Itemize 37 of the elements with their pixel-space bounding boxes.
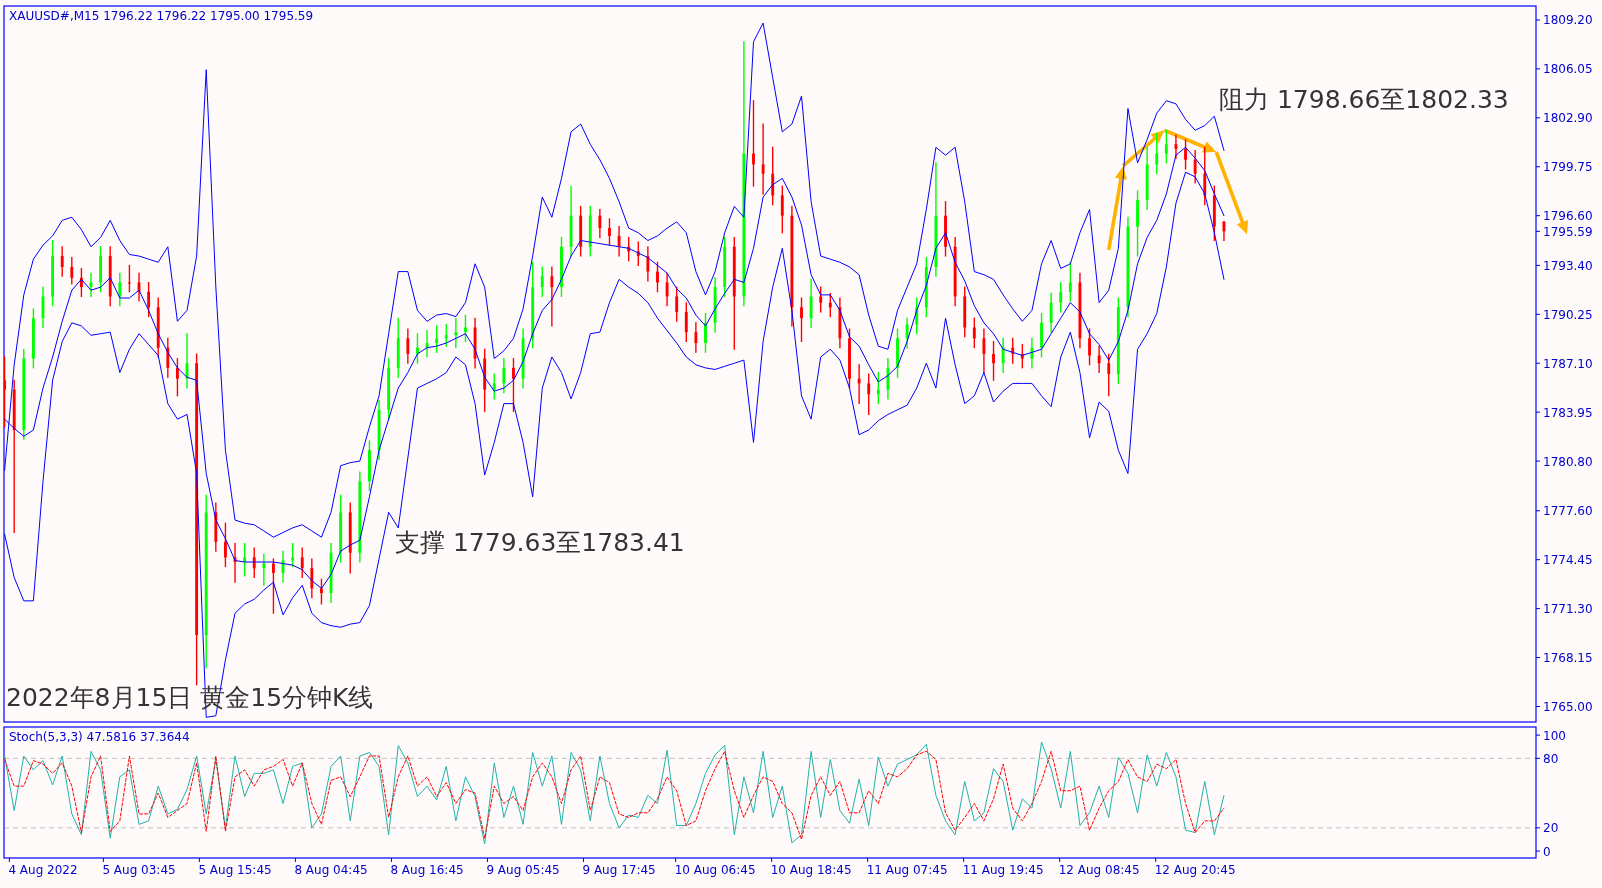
chart-title: Stoch(5,3,3) 47.5816 37.3644 (9, 730, 190, 744)
y-tick-label: 1765.00 (1543, 699, 1593, 714)
x-tick-label: 8 Aug 04:45 (294, 863, 368, 877)
annotation: 支撑 1779.63至1783.41 (395, 528, 685, 557)
x-tick-label: 9 Aug 17:45 (582, 863, 656, 877)
x-tick-label: 11 Aug 07:45 (866, 863, 948, 877)
y-tick-label: 1768.15 (1543, 651, 1593, 666)
x-tick-label: 9 Aug 05:45 (486, 863, 560, 877)
y-tick-label: 1777.60 (1543, 504, 1593, 519)
x-tick-label: 5 Aug 03:45 (102, 863, 176, 877)
y-tick-label: 80 (1543, 751, 1559, 766)
x-tick-label: 12 Aug 08:45 (1058, 863, 1140, 877)
x-tick-label: 10 Aug 18:45 (770, 863, 852, 877)
y-tick-label: 1799.75 (1543, 160, 1593, 175)
y-tick-label: 1787.10 (1543, 356, 1593, 371)
x-tick-label: 5 Aug 15:45 (198, 863, 272, 877)
x-tick-label: 11 Aug 19:45 (962, 863, 1044, 877)
y-tick-label: 1790.25 (1543, 307, 1593, 322)
x-tick-label: 10 Aug 06:45 (674, 863, 756, 877)
y-tick-label: 1795.59 (1543, 224, 1593, 239)
y-tick-label: 1802.90 (1543, 111, 1593, 126)
y-tick-label: 1780.80 (1543, 454, 1593, 469)
y-tick-label: 1796.60 (1543, 209, 1593, 224)
y-tick-label: 1793.40 (1543, 258, 1593, 273)
x-tick-label: 12 Aug 20:45 (1154, 863, 1236, 877)
y-tick-label: 1809.20 (1543, 13, 1593, 28)
x-tick-label: 4 Aug 2022 (8, 863, 78, 877)
chart-title: XAUUSD#,M15 1796.22 1796.22 1795.00 1795.59 (9, 9, 314, 23)
y-tick-label: 100 (1543, 728, 1566, 743)
y-tick-label: 1806.05 (1543, 62, 1593, 77)
y-tick-label: 1771.30 (1543, 602, 1593, 617)
annotation: 阻力 1798.66至1802.33 (1219, 85, 1509, 114)
y-tick-label: 0 (1543, 844, 1551, 859)
x-tick-label: 8 Aug 16:45 (390, 863, 464, 877)
y-tick-label: 1783.95 (1543, 405, 1593, 420)
y-tick-label: 1774.45 (1543, 553, 1593, 568)
y-tick-label: 20 (1543, 821, 1559, 836)
